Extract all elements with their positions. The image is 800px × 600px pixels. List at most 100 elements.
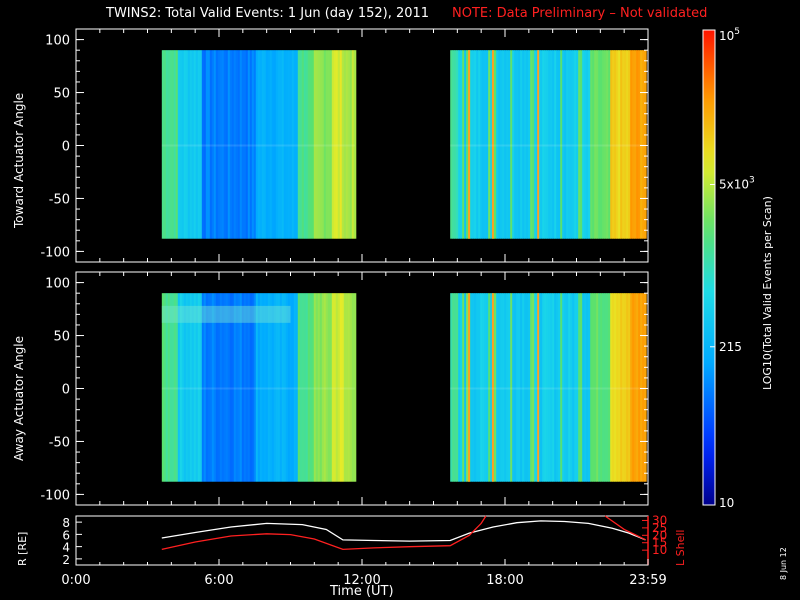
heatmap-column bbox=[349, 293, 353, 482]
heatmap-column bbox=[514, 293, 517, 482]
heatmap-column bbox=[259, 50, 263, 239]
heatmap-column bbox=[622, 50, 625, 239]
heatmap-column bbox=[582, 293, 585, 482]
heatmap-column bbox=[273, 293, 277, 482]
heatmap-column bbox=[582, 50, 585, 239]
heatmap-column bbox=[305, 293, 309, 482]
heatmap-bright-band bbox=[161, 305, 291, 323]
heatmap-column bbox=[271, 50, 275, 239]
heatmap-column bbox=[255, 293, 259, 482]
heatmap-column bbox=[574, 50, 577, 239]
heatmap-column bbox=[169, 293, 173, 482]
heatmap-column bbox=[339, 293, 343, 482]
heatmap-column bbox=[183, 293, 187, 482]
heatmap-column bbox=[265, 293, 269, 482]
time-axis-label: Time (UT) bbox=[330, 584, 394, 599]
heatmap-column bbox=[494, 293, 497, 482]
heatmap-stripe bbox=[491, 293, 494, 482]
heatmap-column bbox=[602, 50, 605, 239]
heatmap-column bbox=[187, 293, 191, 482]
heatmap-column bbox=[311, 293, 315, 482]
heatmap-column bbox=[494, 50, 497, 239]
heatmap-column bbox=[189, 293, 193, 482]
heatmap-stripe bbox=[537, 50, 540, 239]
heatmap-column bbox=[532, 50, 535, 239]
heatmap-column bbox=[291, 293, 295, 482]
heatmap-column bbox=[478, 50, 481, 239]
heatmap-column bbox=[512, 50, 515, 239]
heatmap-column bbox=[305, 50, 309, 239]
heatmap-column bbox=[183, 50, 187, 239]
heatmap-column bbox=[255, 50, 259, 239]
heatmap-column bbox=[540, 293, 543, 482]
heatmap-column bbox=[179, 293, 183, 482]
heatmap-column bbox=[349, 50, 353, 239]
heatmap-column bbox=[600, 293, 603, 482]
heatmap-column bbox=[530, 293, 533, 482]
heatmap-column bbox=[528, 50, 531, 239]
heatmap-column bbox=[167, 50, 171, 239]
heatmap-column bbox=[594, 50, 597, 239]
heatmap-column bbox=[476, 293, 479, 482]
heatmap-column bbox=[267, 50, 271, 239]
heatmap-column bbox=[289, 293, 293, 482]
heatmap-column bbox=[161, 50, 165, 239]
heatmap-block-0-1 bbox=[450, 50, 647, 239]
heatmap-column bbox=[211, 293, 215, 482]
heatmap-column bbox=[632, 293, 635, 482]
heatmap-column bbox=[510, 293, 513, 482]
heatmap-column bbox=[163, 50, 167, 239]
heatmap-column bbox=[526, 50, 529, 239]
heatmap-stripe bbox=[468, 293, 471, 482]
heatmap-column bbox=[343, 293, 347, 482]
heatmap-column bbox=[301, 50, 305, 239]
heatmap-column bbox=[317, 50, 321, 239]
heatmap-column bbox=[215, 50, 219, 239]
heatmap-column bbox=[570, 293, 573, 482]
heatmap-column bbox=[321, 50, 325, 239]
heatmap-column bbox=[269, 50, 273, 239]
heatmap-column bbox=[542, 293, 545, 482]
heatmap-column bbox=[283, 293, 287, 482]
heatmap-column bbox=[556, 293, 559, 482]
heatmap-column bbox=[512, 293, 515, 482]
y-tick-label: 100 bbox=[45, 277, 70, 292]
heatmap-column bbox=[614, 50, 617, 239]
heatmap-column bbox=[331, 50, 335, 239]
heatmap-column bbox=[624, 50, 627, 239]
heatmap-column bbox=[317, 293, 321, 482]
heatmap-column bbox=[620, 293, 623, 482]
heatmap-column bbox=[558, 50, 561, 239]
heatmap-column bbox=[319, 293, 323, 482]
heatmap-column bbox=[231, 293, 235, 482]
heatmap-column bbox=[269, 293, 273, 482]
heatmap-column bbox=[502, 50, 505, 239]
heatmap-column bbox=[618, 293, 621, 482]
heatmap-column bbox=[458, 50, 461, 239]
heatmap-column bbox=[538, 293, 541, 482]
heatmap-column bbox=[299, 293, 303, 482]
heatmap-column bbox=[486, 293, 489, 482]
heatmap-column bbox=[614, 293, 617, 482]
heatmap-column bbox=[297, 50, 301, 239]
heatmap-zero-band bbox=[450, 387, 646, 390]
heatmap-column bbox=[586, 50, 589, 239]
heatmap-column bbox=[277, 50, 281, 239]
heatmap-column bbox=[275, 50, 279, 239]
heatmap-column bbox=[189, 50, 193, 239]
orbit-series-0 bbox=[161, 520, 646, 542]
heatmap-block-1-1 bbox=[450, 293, 647, 482]
heatmap-column bbox=[584, 50, 587, 239]
heatmap-column bbox=[225, 50, 229, 239]
heatmap-zero-band bbox=[450, 144, 646, 147]
heatmap-column bbox=[251, 50, 255, 239]
heatmap-column bbox=[464, 50, 467, 239]
heatmap-column bbox=[482, 293, 485, 482]
heatmap-column bbox=[518, 50, 521, 239]
heatmap-stripe bbox=[468, 50, 471, 239]
heatmap-column bbox=[528, 293, 531, 482]
heatmap-column bbox=[161, 293, 165, 482]
heatmap-column bbox=[193, 50, 197, 239]
heatmap-column bbox=[596, 50, 599, 239]
heatmap-column bbox=[630, 293, 633, 482]
